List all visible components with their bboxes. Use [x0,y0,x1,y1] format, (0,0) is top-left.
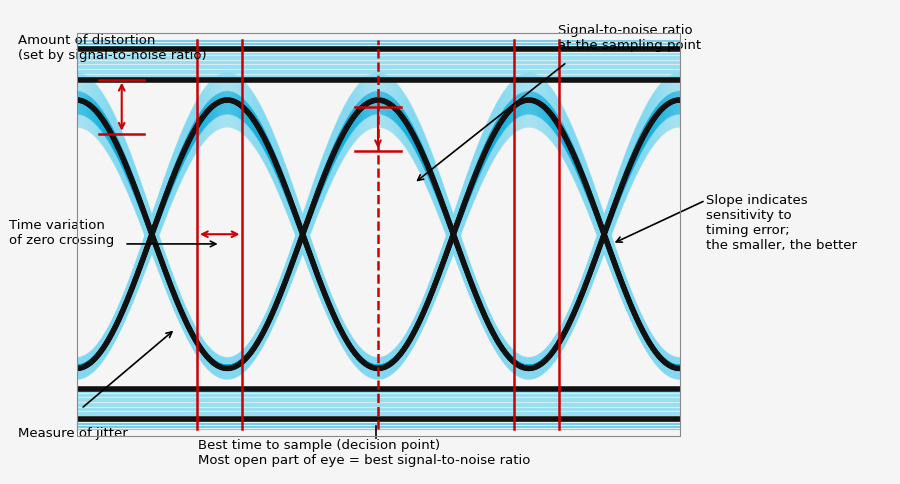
Text: Amount of distortion
(set by signal-to-noise ratio): Amount of distortion (set by signal-to-n… [18,34,207,62]
Text: Best time to sample (decision point)
Most open part of eye = best signal-to-nois: Best time to sample (decision point) Mos… [198,438,530,466]
Text: Measure of jitter: Measure of jitter [18,426,128,439]
Text: Time variation
of zero crossing: Time variation of zero crossing [9,218,114,246]
Text: Slope indicates
sensitivity to
timing error;
the smaller, the better: Slope indicates sensitivity to timing er… [706,194,858,252]
Text: Signal-to-noise ratio
at the sampling point: Signal-to-noise ratio at the sampling po… [558,24,701,52]
